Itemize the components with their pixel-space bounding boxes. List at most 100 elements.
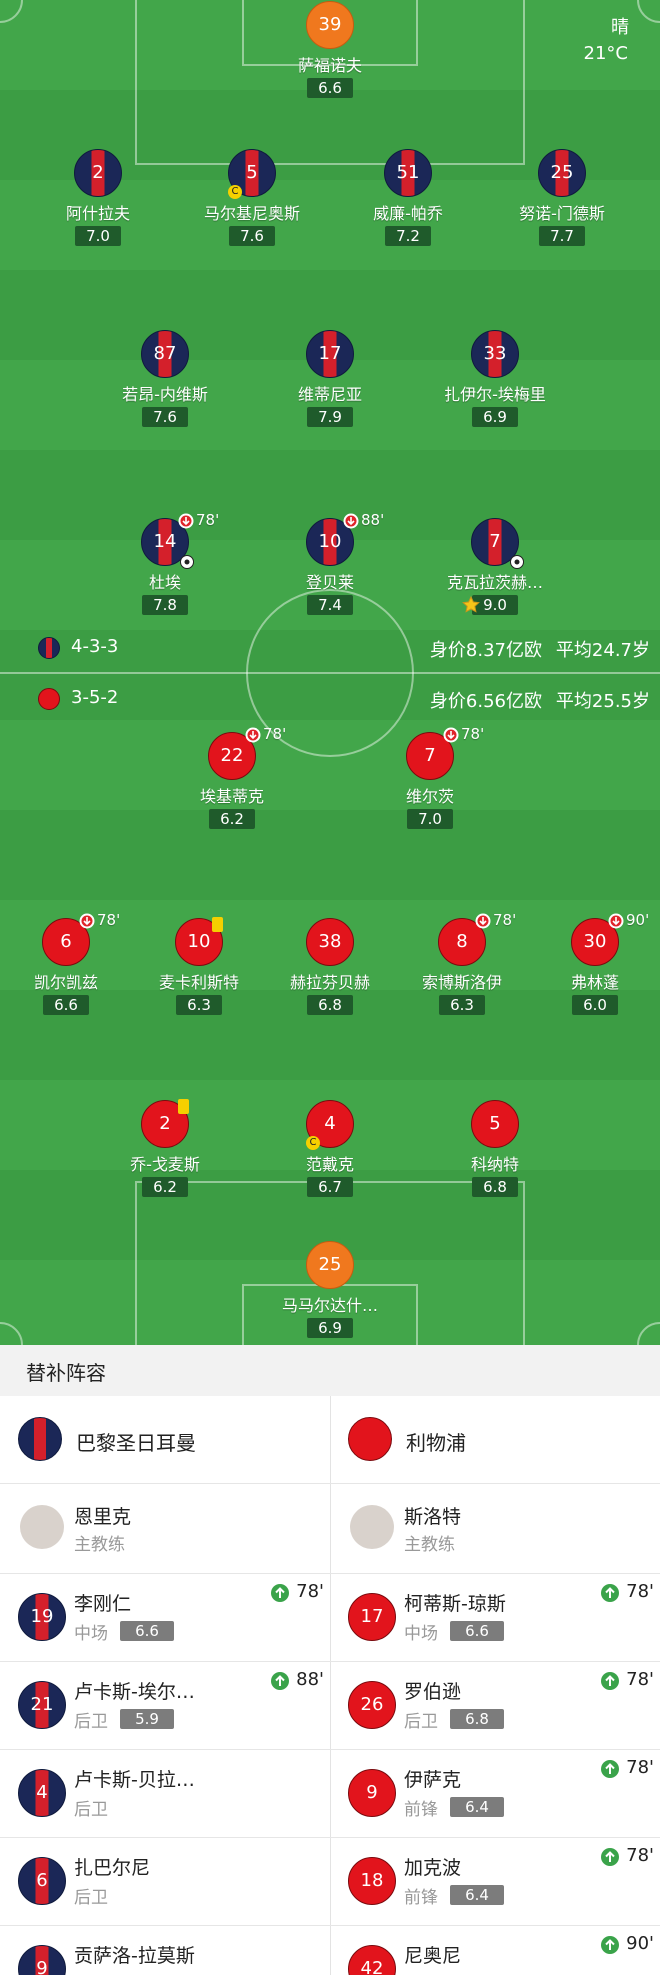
sub-on-icon-part (605, 1587, 615, 1598)
best-star-part (462, 595, 480, 613)
player-rating: 6.9 (307, 1318, 353, 1338)
sub-on-minute: 90' (626, 1933, 654, 1954)
sub-on-minute: 78' (296, 1581, 324, 1602)
sub-shirt: 42 (348, 1945, 396, 1975)
sub-on-icon-part (275, 1587, 285, 1598)
sub-off-icon-part (479, 917, 487, 926)
team-name: 巴黎圣日耳曼 (76, 1431, 196, 1455)
captain-badge: C (306, 1136, 320, 1150)
player-rating: 6.6 (307, 78, 353, 98)
player-name: 马尔基尼奥斯 (203, 204, 301, 223)
sub-shirt: 9 (18, 1945, 66, 1975)
player-rating: 7.9 (307, 407, 353, 427)
row-divider (330, 1925, 660, 1926)
player-rating: 7.7 (539, 226, 585, 246)
sub-shirt: 21 (18, 1681, 66, 1729)
sub-shirt: 19 (18, 1593, 66, 1641)
sub-on-icon-part (601, 1584, 619, 1602)
sub-position: 后卫 (404, 1712, 438, 1732)
player-rating: 9.0 (472, 595, 518, 615)
row-divider (330, 1837, 660, 1838)
captain-badge: C (228, 185, 242, 199)
sub-name: 卢卡斯-贝拉… (74, 1769, 195, 1791)
player-name: 杜埃 (148, 573, 182, 592)
player-name: 弗林蓬 (570, 973, 620, 992)
sub-on-icon (600, 1935, 620, 1955)
sub-on-icon-part (271, 1672, 289, 1690)
row-divider (0, 1749, 330, 1750)
sub-off-minute: 78' (461, 725, 485, 743)
sub-shirt: 18 (348, 1857, 396, 1905)
yellow-card (212, 917, 223, 932)
player-rating: 6.9 (472, 407, 518, 427)
sub-on-icon (600, 1847, 620, 1867)
player-rating: 6.3 (176, 995, 222, 1015)
coach-name: 斯洛特 (404, 1506, 462, 1528)
player-name: 扎伊尔-埃梅里 (444, 385, 546, 404)
player-name: 赫拉芬贝赫 (289, 973, 371, 992)
sub-name: 加克波 (404, 1857, 462, 1879)
player-shirt: 38 (306, 918, 354, 966)
sub-off-icon-part (347, 517, 355, 526)
sub-off-icon-part (182, 517, 190, 526)
player-shirt: 51 (384, 149, 432, 197)
sub-on-icon-part (275, 1675, 285, 1686)
player-name: 范戴克 (305, 1155, 355, 1174)
player-rating: 7.0 (75, 226, 121, 246)
coach-role: 主教练 (404, 1535, 455, 1555)
row-divider (330, 1573, 660, 1574)
player-name: 阿什拉夫 (65, 204, 131, 223)
player-shirt: 5 (471, 1100, 519, 1148)
player-shirt: 87 (141, 330, 189, 378)
player-name: 维尔茨 (405, 787, 455, 806)
player-name: 马马尔达什… (281, 1296, 379, 1315)
player-rating: 7.6 (229, 226, 275, 246)
sub-on-minute: 78' (626, 1757, 654, 1778)
coach-avatar (350, 1505, 394, 1549)
goal-icon-part (180, 555, 194, 569)
sub-shirt: 17 (348, 1593, 396, 1641)
player-name: 努诺-门德斯 (519, 204, 605, 223)
subs-header (0, 1345, 660, 1396)
sub-on-minute: 78' (626, 1669, 654, 1690)
team-logo (348, 1417, 392, 1461)
player-name: 克瓦拉茨赫… (446, 573, 544, 592)
sub-off-minute: 90' (626, 911, 650, 929)
sub-on-icon-part (605, 1675, 615, 1686)
coach-role: 主教练 (74, 1535, 125, 1555)
sub-off-icon (608, 913, 624, 929)
sub-on-icon (270, 1671, 290, 1691)
sub-off-icon-part (245, 727, 261, 743)
yellow-card (178, 1099, 189, 1114)
player-shirt: 33 (471, 330, 519, 378)
player-rating: 6.2 (142, 1177, 188, 1197)
player-name: 乔-戈麦斯 (130, 1155, 200, 1174)
sub-on-icon-part (601, 1672, 619, 1690)
sub-off-icon-part (83, 917, 91, 926)
player-name: 威廉-帕乔 (373, 204, 443, 223)
sub-position: 后卫 (74, 1712, 108, 1732)
coach-avatar (20, 1505, 64, 1549)
market-value: 身价6.56亿欧 (429, 691, 542, 712)
row-divider (0, 1483, 330, 1484)
player-name: 科纳特 (470, 1155, 520, 1174)
sub-off-minute: 78' (263, 725, 287, 743)
sub-shirt: 9 (348, 1769, 396, 1817)
row-divider (0, 1837, 330, 1838)
player-rating: 7.8 (142, 595, 188, 615)
player-rating: 6.8 (307, 995, 353, 1015)
sub-off-icon-part (608, 913, 624, 929)
sub-position: 中场 (74, 1624, 108, 1644)
player-shirt: 2 (74, 149, 122, 197)
sub-off-icon-part (79, 913, 95, 929)
formation: 3-5-2 (71, 687, 119, 708)
sub-on-icon-part (601, 1936, 619, 1954)
sub-name: 罗伯逊 (404, 1681, 462, 1703)
player-name: 埃基蒂克 (199, 787, 265, 806)
team-name: 利物浦 (406, 1431, 466, 1455)
sub-position: 前锋 (404, 1888, 438, 1908)
corner-arcs (0, 0, 660, 1345)
sub-position: 后卫 (74, 1800, 108, 1820)
sub-on-minute: 88' (296, 1669, 324, 1690)
player-name: 维蒂尼亚 (297, 385, 363, 404)
